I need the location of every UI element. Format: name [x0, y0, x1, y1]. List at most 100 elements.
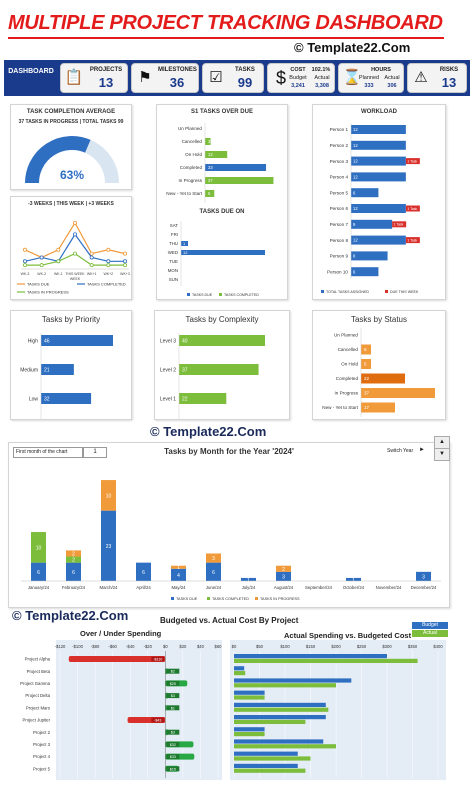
switch-year-arrow-icon[interactable]: ► — [419, 447, 425, 453]
monthly-value-label: 23 — [106, 544, 112, 550]
first-month-label: First month of the chart — [13, 447, 83, 458]
kpi-risks-card[interactable]: ⚠ RISKS 13 — [407, 63, 467, 93]
monthly-value-label: 6 — [72, 570, 75, 576]
monthly-legend-label: TASKS DUE — [176, 597, 198, 601]
actual-budget-xtick: $50 — [256, 644, 264, 649]
workload-category-label: Person 3 — [330, 159, 349, 164]
kpi-cost-actual-label: Actual — [314, 75, 330, 81]
monthly-bar-0 — [346, 577, 361, 581]
monthly-value-label: 2 — [282, 567, 285, 573]
kpi-tasks-label: TASKS — [235, 67, 255, 73]
actual-budget-bar-0 — [234, 678, 352, 683]
monthly-value-label: 6 — [37, 570, 40, 576]
kpi-projects-value: 13 — [98, 75, 114, 90]
kpi-projects-card[interactable]: 📋 PROJECTS 13 — [60, 63, 128, 93]
status-panel: Tasks by Status Un Planned Cancelled 5 On H… — [312, 310, 446, 420]
due-on-legend-swatch — [187, 293, 190, 296]
dashboard-logo[interactable]: DASHBOARD — [6, 62, 56, 94]
spending-xtick: $20 — [179, 644, 187, 649]
kpi-milestones-value: 36 — [169, 75, 185, 90]
kpi-tasks-card[interactable]: ☑ TASKS 99 — [202, 63, 264, 93]
monthly-tick-label: October/24 — [343, 585, 365, 590]
monthly-legend-swatch — [171, 597, 174, 600]
title-underline — [8, 37, 444, 39]
workload-value-label: 12 — [353, 206, 358, 211]
spending-value-label: -$110 — [153, 658, 162, 662]
workload-value-label: 12 — [353, 175, 358, 180]
kpi-milestones-card[interactable]: ⚑ MILESTONES 36 — [131, 63, 199, 93]
due-on-category-label: SUN — [169, 277, 178, 282]
monthly-value-label: 3 — [212, 556, 215, 562]
gauge-filled-arc — [25, 136, 91, 184]
workload-legend-label: DUE THIS WEEK — [390, 290, 419, 294]
complexity-bar — [179, 335, 265, 346]
overdue-chart: Un Planned Cancelled 3 On Hold 12 Completed 33… — [166, 123, 274, 203]
priority-bar — [41, 364, 74, 375]
kpi-hours-card[interactable]: ⌛ HOURS Planned Actual 333 306 — [338, 63, 404, 93]
monthly-tick-label: May/24 — [171, 585, 186, 590]
workload-chart: Person 1 12 Person 2 12 Person 3 12 1 Task Pers… — [321, 123, 420, 294]
kpi-projects-label: PROJECTS — [89, 67, 123, 73]
spending-value-label: $3 — [171, 694, 175, 698]
priority-category-label: High — [28, 338, 39, 344]
monthly-bar-0 — [136, 562, 151, 581]
weeks-center-label: WEEK — [70, 277, 81, 281]
due-on-category-label: MON — [168, 268, 178, 273]
kpi-cost-card[interactable]: $ COST 102.1% Budget Actual 3,241 3,308 — [267, 63, 335, 93]
spending-category-label: Project Beta — [27, 669, 51, 674]
kpi-cost-budget: 3,241 — [291, 83, 305, 89]
hourglass-icon: ⌛ — [342, 69, 362, 86]
spending-category-label: Project Gamma — [20, 681, 50, 686]
overdue-bar — [205, 151, 228, 158]
dashboard-title: MULTIPLE PROJECT TRACKING DASHBOARD — [8, 12, 443, 34]
status-bar — [361, 359, 371, 369]
workload-value-label: 12 — [353, 127, 358, 132]
priority-value-label: 32 — [44, 396, 50, 402]
workload-value-label: 9 — [353, 222, 356, 227]
checklist-icon: ☑ — [209, 69, 223, 86]
workload-due-label: 1 Task — [407, 207, 417, 211]
monthly-value-label: 10 — [36, 545, 42, 551]
overdue-category-label: Completed — [180, 165, 203, 170]
spending-chart: -$120 -$100 -$80 -$60 -$40 -$20 $0 $20 $40 $60 Pro… — [20, 640, 222, 780]
switch-year-label: Switch Year — [387, 448, 414, 454]
actual-budget-xtick: $200 — [331, 644, 341, 649]
first-month-input[interactable]: 1 — [83, 447, 107, 458]
monthly-bar-0 — [241, 577, 256, 581]
actual-budget-bar-0 — [234, 739, 324, 744]
weeks-point — [39, 263, 44, 268]
complexity-value-label: 22 — [182, 396, 188, 402]
spin-down-button[interactable]: ▼ — [434, 448, 450, 461]
status-value-label: 5 — [364, 347, 367, 352]
workload-category-label: Person 10 — [327, 269, 348, 274]
weeks-tick-label: WK+1 — [87, 272, 97, 276]
kpi-cost-budget-label: Budget — [289, 75, 307, 81]
actual-budget-chart: $0 $50 $100 $150 $200 $250 $300 $350 $400 — [230, 640, 446, 780]
weeks-legend-label: TASKS COMPLETED — [87, 282, 126, 287]
logo-label: DASHBOARD — [8, 68, 54, 75]
kpi-bar: DASHBOARD 📋 PROJECTS 13 ⚑ MILESTONES 36 … — [4, 60, 470, 96]
status-category-label: Completed — [336, 376, 359, 381]
priority-value-label: 46 — [44, 338, 50, 344]
kpi-hours-planned: 333 — [364, 83, 374, 89]
spending-label-box — [166, 705, 180, 711]
complexity-bar — [179, 364, 259, 375]
spending-label-box — [166, 680, 180, 686]
overdue-value-label: 33 — [208, 165, 213, 170]
completion-title: TASK COMPLETION AVERAGE — [26, 109, 116, 115]
spending-category-label: Project 5 — [33, 766, 51, 771]
spending-plot-bg — [56, 640, 222, 780]
monthly-bar-0 — [31, 562, 46, 581]
monthly-chart: 610January/24622February/242310March/246… — [21, 480, 441, 601]
status-value-label: 5 — [364, 362, 367, 367]
workload-bar — [351, 204, 406, 213]
spending-label-box — [151, 656, 165, 662]
kpi-hours-actual-label: Actual — [384, 75, 400, 81]
workload-category-label: Person 2 — [330, 143, 349, 148]
overdue-value-label: 12 — [208, 152, 213, 157]
weeks-tick-label: WK-3 — [21, 272, 30, 276]
monthly-bar-0 — [101, 510, 116, 581]
complexity-chart: Level 3 40 Level 2 37 Level 1 22 — [160, 333, 265, 419]
completion-panel: TASK COMPLETION AVERAGE 37 TASKS IN PROG… — [10, 104, 132, 190]
